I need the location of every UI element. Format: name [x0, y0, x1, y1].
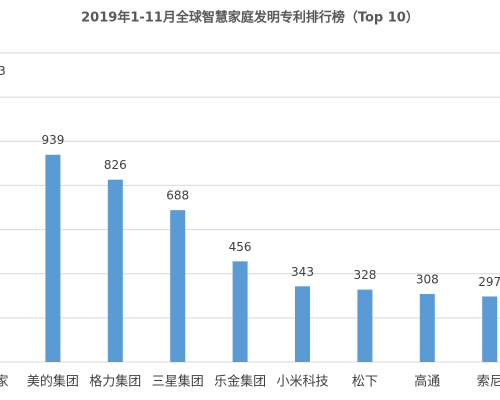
- value-label: 343: [291, 265, 314, 279]
- chart-title: 2019年1-11月全球智慧家庭发明专利排行榜（Top 10）: [81, 10, 419, 26]
- x-tick-label: 三星集团: [152, 374, 204, 390]
- value-label: 1253: [0, 64, 6, 78]
- value-label: 328: [353, 268, 376, 282]
- bar: [419, 294, 435, 362]
- x-tick-label: 索尼: [477, 375, 500, 390]
- value-label: 826: [104, 158, 127, 172]
- x-tick-label: 小米科技: [276, 375, 328, 390]
- bar: [107, 179, 123, 362]
- bar: [482, 296, 498, 362]
- x-tick-label: 松下: [352, 375, 378, 390]
- bar: [295, 286, 310, 362]
- x-tick-label: 智家: [0, 374, 9, 390]
- value-label: 688: [166, 189, 189, 203]
- x-tick-label: 美的集团: [27, 374, 79, 390]
- bar: [45, 154, 61, 362]
- x-tick-label: 乐金集团: [214, 374, 266, 390]
- bar: [232, 261, 248, 362]
- bar: [357, 289, 373, 362]
- value-label: 297: [478, 275, 500, 289]
- x-tick-label: 格力集团: [89, 374, 141, 390]
- value-label: 939: [41, 133, 64, 147]
- x-tick-label: 高通: [414, 374, 440, 390]
- bar: [170, 210, 186, 362]
- value-label: 456: [229, 240, 252, 254]
- value-label: 308: [416, 273, 439, 287]
